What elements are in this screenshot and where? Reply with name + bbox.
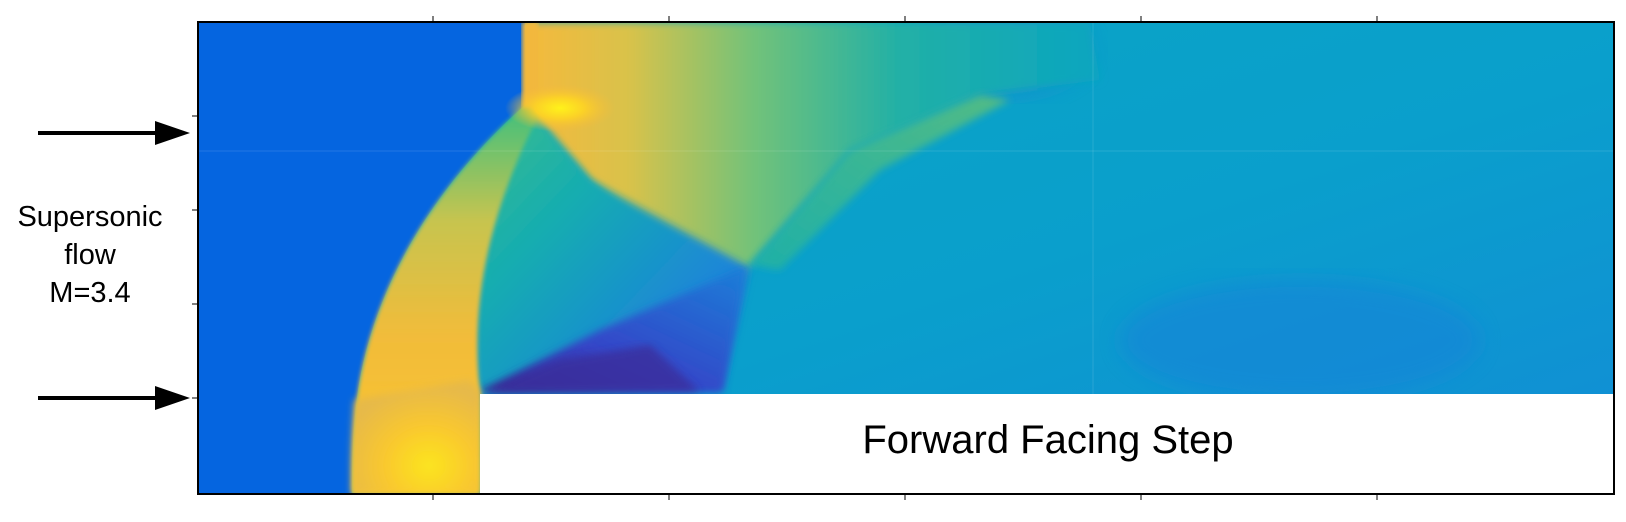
step-label: Forward Facing Step [482, 416, 1614, 464]
inflow-label: Supersonic flow M=3.4 [0, 198, 180, 312]
inflow-label-line2: flow [0, 236, 180, 274]
inflow-label-line1: Supersonic [0, 198, 180, 236]
inflow-label-line3: M=3.4 [0, 274, 180, 312]
inflow-arrow-top [38, 121, 190, 145]
lower-blue-patch [1120, 280, 1480, 400]
triple-point-hotspot [505, 84, 615, 132]
inflow-arrow-bottom [38, 386, 190, 410]
